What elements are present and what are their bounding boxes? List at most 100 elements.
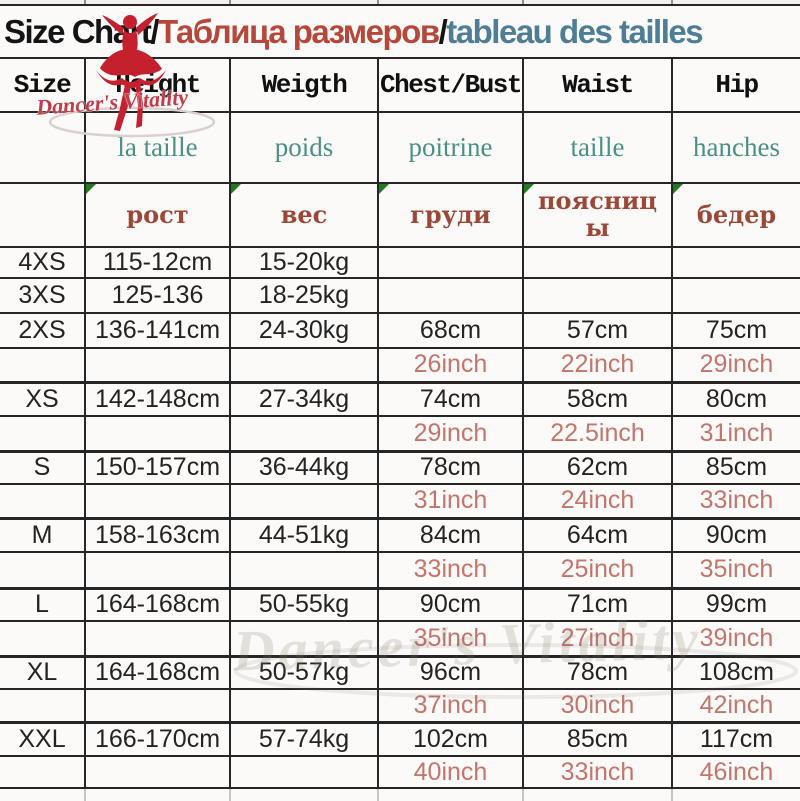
hip-cell: 35inch	[671, 551, 800, 589]
header-weight: Weigth	[229, 57, 379, 113]
chest-cell: 78cm	[377, 449, 524, 485]
header-ru-height-label: рост	[126, 199, 189, 229]
chest-cell: 35inch	[377, 620, 524, 657]
table-row: 3XS 125-136 18-25kg	[0, 277, 800, 314]
green-corner-icon	[232, 185, 241, 194]
sliver-cell	[229, 0, 379, 6]
waist-cell	[522, 246, 673, 279]
weight-cell: 50-57kg	[229, 654, 379, 690]
chest-cell: 102cm	[377, 720, 524, 757]
size-cell	[0, 483, 86, 519]
weight-cell	[229, 483, 379, 519]
size-cell: M	[0, 516, 86, 553]
header-ru-chest: груди	[377, 182, 524, 248]
hip-cell: 42inch	[671, 688, 800, 723]
height-cell: 166-170cm	[84, 720, 231, 757]
cropped-row-bottom	[0, 787, 800, 801]
height-cell	[84, 483, 231, 519]
chest-cell: 37inch	[377, 688, 524, 723]
size-cell	[0, 415, 86, 452]
header-fr-chest: poitrine	[377, 111, 524, 184]
sliver-cell	[671, 787, 800, 801]
weight-cell: 27-34kg	[229, 380, 379, 417]
header-row-english: Size Height Weigth Chest/Bust Waist Hip	[0, 57, 800, 113]
waist-cell: 22.5inch	[522, 415, 673, 452]
header-ru-weight-label: вес	[280, 199, 328, 229]
waist-cell	[522, 277, 673, 314]
chest-cell: 33inch	[377, 551, 524, 589]
hip-cell: 31inch	[671, 415, 800, 452]
size-cell	[0, 755, 86, 789]
table-row: 37inch 30inch 42inch	[0, 688, 800, 723]
hip-cell: 80cm	[671, 380, 800, 417]
size-cell: 4XS	[0, 246, 86, 279]
hip-cell: 117cm	[671, 720, 800, 757]
weight-cell	[229, 755, 379, 789]
height-cell	[84, 347, 231, 383]
weight-cell	[229, 620, 379, 657]
weight-cell	[229, 688, 379, 723]
header-row-russian: рост вес груди поясниц ы бедер	[0, 182, 800, 248]
waist-cell: 71cm	[522, 586, 673, 622]
waist-cell: 64cm	[522, 516, 673, 553]
chest-cell: 40inch	[377, 755, 524, 789]
hip-cell: 46inch	[671, 755, 800, 789]
height-cell: 158-163cm	[84, 516, 231, 553]
sliver-cell	[84, 0, 231, 6]
table-row: XL 164-168cm 50-57kg 96cm 78cm 108cm	[0, 654, 800, 690]
header-hip: Hip	[671, 57, 800, 113]
height-cell	[84, 415, 231, 452]
header-ru-waist: поясниц ы	[522, 182, 673, 248]
green-corner-icon	[380, 185, 389, 194]
sliver-cell	[0, 0, 86, 6]
size-cell: 3XS	[0, 277, 86, 314]
weight-cell: 18-25kg	[229, 277, 379, 314]
chest-cell: 84cm	[377, 516, 524, 553]
weight-cell: 24-30kg	[229, 312, 379, 349]
header-ru-size	[0, 182, 86, 248]
hip-cell: 85cm	[671, 449, 800, 485]
size-cell: S	[0, 449, 86, 485]
chest-cell: 96cm	[377, 654, 524, 690]
header-ru-weight: вес	[229, 182, 379, 248]
size-cell	[0, 347, 86, 383]
page-title: Size Chart/Таблица размеров/tableau des …	[0, 4, 800, 59]
header-ru-hip-label: бедер	[696, 199, 777, 229]
table-row: 40inch 33inch 46inch	[0, 755, 800, 789]
weight-cell: 36-44kg	[229, 449, 379, 485]
header-waist: Waist	[522, 57, 673, 113]
chest-cell: 31inch	[377, 483, 524, 519]
height-cell	[84, 688, 231, 723]
waist-cell: 25inch	[522, 551, 673, 589]
size-cell: XXL	[0, 720, 86, 757]
header-size: Size	[0, 57, 86, 113]
sliver-cell	[377, 787, 524, 801]
header-ru-hip: бедер	[671, 182, 800, 248]
header-row-french: la taille poids poitrine taille hanches	[0, 111, 800, 184]
height-cell	[84, 620, 231, 657]
sliver-cell	[84, 787, 231, 801]
size-cell: L	[0, 586, 86, 622]
weight-cell: 57-74kg	[229, 720, 379, 757]
hip-cell: 39inch	[671, 620, 800, 657]
hip-cell	[671, 246, 800, 279]
table-row: XXL 166-170cm 57-74kg 102cm 85cm 117cm	[0, 720, 800, 757]
size-cell: XS	[0, 380, 86, 417]
table-row: L 164-168cm 50-55kg 90cm 71cm 99cm	[0, 586, 800, 622]
header-fr-hip: hanches	[671, 111, 800, 184]
waist-cell: 24inch	[522, 483, 673, 519]
hip-cell: 108cm	[671, 654, 800, 690]
green-corner-icon	[674, 185, 683, 194]
header-chest: Chest/Bust	[377, 57, 524, 113]
green-corner-icon	[87, 185, 96, 194]
sliver-cell	[377, 0, 524, 6]
header-fr-weight: poids	[229, 111, 379, 184]
weight-cell	[229, 551, 379, 589]
size-cell	[0, 688, 86, 723]
sliver-cell	[522, 787, 673, 801]
size-cell	[0, 551, 86, 589]
chest-cell: 29inch	[377, 415, 524, 452]
waist-cell: 78cm	[522, 654, 673, 690]
